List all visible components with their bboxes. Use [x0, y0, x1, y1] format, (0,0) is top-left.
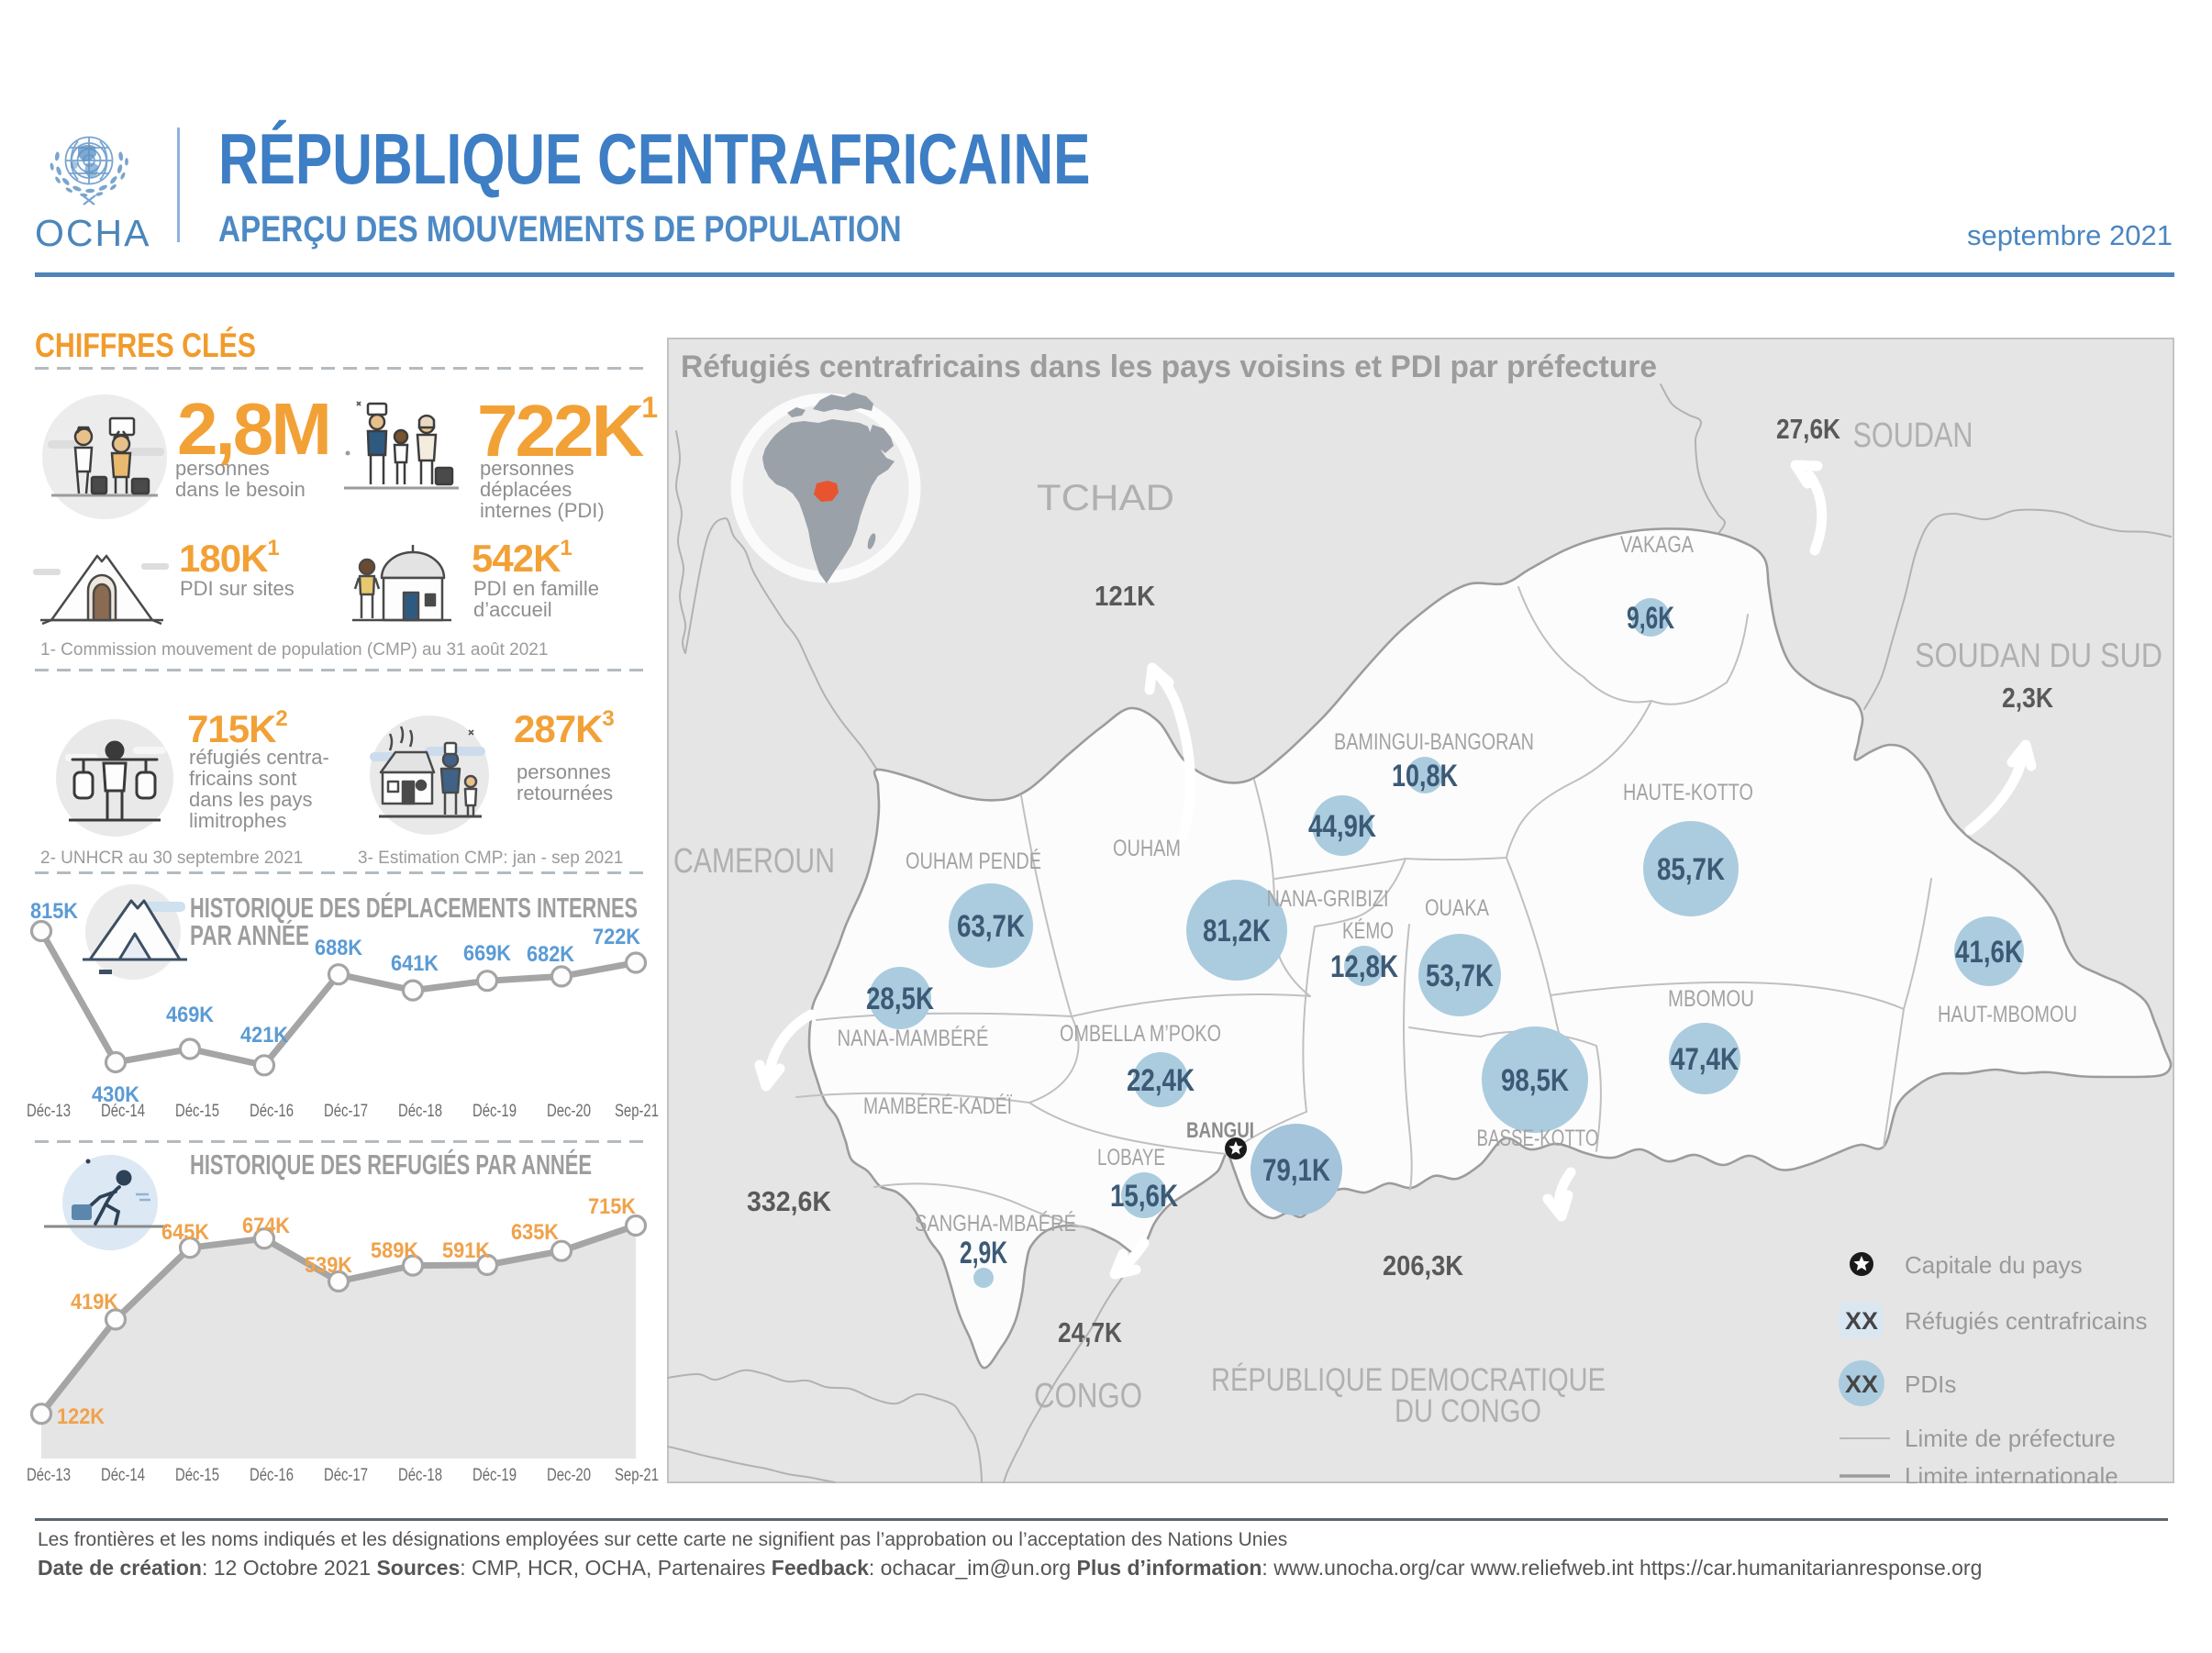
svg-text:PAR ANNÉE: PAR ANNÉE: [190, 919, 309, 951]
svg-text:Capitale du pays: Capitale du pays: [1905, 1251, 2083, 1279]
svg-text:CONGO: CONGO: [1034, 1377, 1142, 1415]
svg-text:98,5K: 98,5K: [1501, 1063, 1569, 1098]
svg-text:206,3K: 206,3K: [1383, 1249, 1464, 1281]
svg-text:OUHAM PENDÉ: OUHAM PENDÉ: [906, 848, 1041, 874]
svg-text:24,7K: 24,7K: [1058, 1316, 1123, 1348]
svg-text:SOUDAN DU SUD: SOUDAN DU SUD: [1915, 637, 2162, 674]
svg-text:47,4K: 47,4K: [1671, 1042, 1739, 1077]
svg-text:Déc-15: Déc-15: [175, 1466, 219, 1485]
svg-text:22,4K: 22,4K: [1127, 1063, 1195, 1098]
svg-text:BASSE-KOTTO: BASSE-KOTTO: [1477, 1126, 1599, 1151]
svg-text:Déc-14: Déc-14: [101, 1466, 145, 1485]
svg-text:430K: 430K: [92, 1082, 140, 1107]
svg-text:HAUTE-KOTTO: HAUTE-KOTTO: [1623, 780, 1753, 805]
svg-text:Limite internationale: Limite internationale: [1905, 1462, 2118, 1483]
svg-text:Dec-20: Dec-20: [547, 1466, 591, 1485]
svg-text:SOUDAN: SOUDAN: [1853, 416, 1973, 455]
svg-text:Déc-16: Déc-16: [250, 1466, 294, 1485]
svg-text:Déc-18: Déc-18: [398, 1466, 442, 1485]
svg-text:KÉMO: KÉMO: [1342, 917, 1394, 944]
svg-text:645K: 645K: [161, 1220, 210, 1245]
svg-text:Déc-13: Déc-13: [27, 1466, 71, 1485]
svg-text:688K: 688K: [315, 936, 363, 960]
svg-text:635K: 635K: [511, 1220, 560, 1245]
svg-text:815K: 815K: [30, 899, 79, 924]
svg-text:Dec-20: Dec-20: [547, 1102, 591, 1121]
svg-text:MAMBÉRÉ-KADÉÏ: MAMBÉRÉ-KADÉÏ: [863, 1093, 1012, 1119]
svg-text:669K: 669K: [463, 941, 512, 966]
svg-text:53,7K: 53,7K: [1426, 959, 1494, 993]
svg-text:VAKAGA: VAKAGA: [1620, 532, 1694, 558]
svg-text:Déc-17: Déc-17: [324, 1466, 368, 1485]
svg-text:Limite de préfecture: Limite de préfecture: [1905, 1425, 2116, 1452]
svg-text:XX: XX: [1845, 1370, 1878, 1398]
svg-text:RÉPUBLIQUE DEMOCRATIQUE: RÉPUBLIQUE DEMOCRATIQUE: [1211, 1362, 1606, 1398]
svg-text:682K: 682K: [527, 942, 575, 967]
svg-text:PDIs: PDIs: [1905, 1370, 1956, 1398]
svg-text:TCHAD: TCHAD: [1037, 478, 1174, 518]
svg-text:44,9K: 44,9K: [1308, 809, 1376, 844]
svg-text:Sep-21: Sep-21: [615, 1466, 659, 1485]
svg-text:641K: 641K: [391, 951, 439, 976]
svg-text:41,6K: 41,6K: [1955, 935, 2023, 970]
svg-text:OUAKA: OUAKA: [1425, 895, 1489, 921]
svg-text:332,6K: 332,6K: [747, 1185, 832, 1217]
svg-text:MBOMOU: MBOMOU: [1668, 986, 1754, 1012]
svg-text:469K: 469K: [166, 1003, 215, 1027]
svg-text:722K: 722K: [593, 925, 641, 949]
svg-text:539K: 539K: [305, 1253, 353, 1278]
svg-text:589K: 589K: [371, 1238, 419, 1263]
svg-text:27,6K: 27,6K: [1776, 413, 1841, 445]
svg-text:591K: 591K: [442, 1238, 491, 1263]
svg-text:121K: 121K: [1095, 580, 1156, 612]
svg-text:63,7K: 63,7K: [957, 909, 1025, 944]
svg-text:2,9K: 2,9K: [960, 1236, 1007, 1270]
svg-text:CAMEROUN: CAMEROUN: [673, 842, 835, 881]
svg-text:XX: XX: [1845, 1307, 1878, 1335]
svg-text:421K: 421K: [240, 1023, 289, 1048]
svg-text:BANGUI: BANGUI: [1186, 1118, 1254, 1143]
svg-text:674K: 674K: [242, 1214, 291, 1238]
svg-text:Déc-18: Déc-18: [398, 1102, 442, 1121]
svg-text:Déc-15: Déc-15: [175, 1102, 219, 1121]
svg-text:81,2K: 81,2K: [1203, 914, 1271, 949]
svg-text:HISTORIQUE DES DÉPLACEMENTS IN: HISTORIQUE DES DÉPLACEMENTS INTERNES: [190, 892, 638, 924]
svg-text:Déc-17: Déc-17: [324, 1102, 368, 1121]
svg-text:85,7K: 85,7K: [1657, 852, 1725, 887]
svg-text:15,6K: 15,6K: [1110, 1179, 1178, 1214]
svg-text:HAUT-MBOMOU: HAUT-MBOMOU: [1938, 1002, 2077, 1027]
svg-text:Déc-13: Déc-13: [27, 1102, 71, 1121]
svg-text:SANGHA-MBAÉRÉ: SANGHA-MBAÉRÉ: [915, 1210, 1076, 1237]
svg-text:Réfugiés centrafricains dans l: Réfugiés centrafricains dans les pays vo…: [681, 349, 1657, 384]
svg-text:BAMINGUI-BANGORAN: BAMINGUI-BANGORAN: [1334, 729, 1534, 755]
svg-text:Déc-14: Déc-14: [101, 1102, 145, 1121]
svg-text:HISTORIQUE DES REFUGIÉS PAR AN: HISTORIQUE DES REFUGIÉS PAR ANNÉE: [190, 1148, 592, 1181]
svg-text:LOBAYE: LOBAYE: [1097, 1145, 1165, 1170]
svg-text:OUHAM: OUHAM: [1113, 836, 1181, 861]
svg-text:NANA-GRIBIZI: NANA-GRIBIZI: [1267, 886, 1389, 912]
svg-text:Sep-21: Sep-21: [615, 1102, 659, 1121]
svg-text:Réfugiés centrafricains: Réfugiés centrafricains: [1905, 1307, 2147, 1335]
svg-text:Déc-16: Déc-16: [250, 1102, 294, 1121]
svg-text:9,6K: 9,6K: [1627, 601, 1674, 636]
svg-text:2,3K: 2,3K: [2002, 682, 2054, 714]
svg-text:122K: 122K: [57, 1404, 106, 1429]
svg-text:OMBELLA M’POKO: OMBELLA M’POKO: [1060, 1021, 1221, 1047]
svg-text:419K: 419K: [71, 1290, 119, 1315]
svg-text:DU CONGO: DU CONGO: [1395, 1393, 1541, 1429]
svg-text:28,5K: 28,5K: [866, 982, 934, 1016]
svg-text:79,1K: 79,1K: [1262, 1153, 1330, 1188]
svg-text:Déc-19: Déc-19: [472, 1466, 517, 1485]
svg-text:10,8K: 10,8K: [1392, 759, 1458, 793]
svg-text:12,8K: 12,8K: [1330, 949, 1398, 984]
svg-text:715K: 715K: [588, 1194, 637, 1219]
svg-text:NANA-MAMBÉRÉ: NANA-MAMBÉRÉ: [838, 1025, 989, 1051]
svg-text:Déc-19: Déc-19: [472, 1102, 517, 1121]
